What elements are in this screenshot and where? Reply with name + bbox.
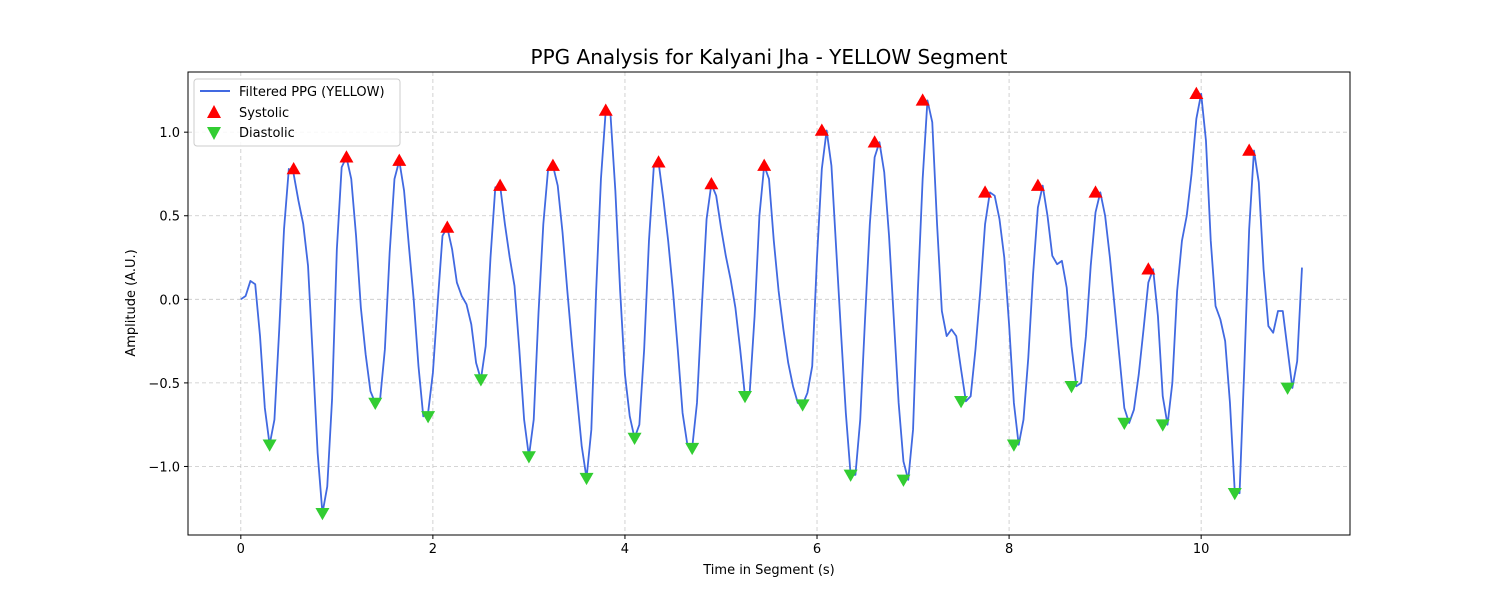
y-tick-label: 0.5 (159, 210, 180, 225)
legend: Filtered PPG (YELLOW) Systolic Diastolic (193, 78, 401, 147)
diastolic-marker (954, 396, 969, 409)
legend-systolic-marker (207, 105, 221, 118)
diastolic-marker (421, 411, 436, 424)
x-tick-label: 8 (1005, 542, 1013, 557)
systolic-marker (757, 158, 772, 171)
systolic-marker (814, 123, 829, 136)
x-tick-label: 0 (237, 542, 245, 557)
systolic-marker (1030, 178, 1045, 191)
legend-diastolic-marker (207, 127, 221, 140)
systolic-marker (392, 153, 407, 166)
x-tick-label: 6 (813, 542, 821, 557)
systolic-marker (286, 161, 301, 175)
y-axis-label: Amplitude (A.U.) (124, 249, 139, 356)
systolic-marker (867, 135, 882, 148)
y-tick-label: 0.0 (159, 293, 180, 308)
diastolic-marker (627, 432, 642, 446)
chart-title: PPG Analysis for Kalyani Jha - YELLOW Se… (531, 45, 1008, 69)
diastolic-marker (579, 472, 594, 486)
y-tick-label: −0.5 (148, 377, 180, 392)
axis-ticks: 0 2 4 6 8 10 −1.0 −0.5 0.0 0.5 1.0 (148, 126, 1209, 557)
diastolic-marker (737, 391, 752, 404)
systolic-marker (1088, 185, 1103, 198)
diastolic-marker (368, 397, 383, 410)
diastolic-marker (843, 469, 858, 482)
systolic-marker (339, 150, 354, 163)
diastolic-marker (1117, 417, 1132, 431)
diastolic-marker (685, 442, 700, 456)
diastolic-marker (795, 399, 810, 412)
x-tick-label: 2 (429, 542, 437, 557)
systolic-marker (915, 93, 930, 106)
diastolic-marker (521, 451, 536, 464)
systolic-marker (598, 103, 613, 116)
plot-frame (187, 71, 1351, 536)
systolic-marker (1242, 143, 1257, 156)
legend-box (193, 78, 401, 147)
systolic-marker (704, 176, 719, 190)
legend-label-diastolic: Diastolic (239, 126, 295, 141)
y-tick-label: −1.0 (148, 460, 180, 475)
x-axis-label: Time in Segment (s) (702, 563, 834, 578)
legend-label-filtered: Filtered PPG (YELLOW) (239, 85, 385, 100)
systolic-marker (440, 220, 455, 233)
systolic-marker (493, 178, 508, 191)
diastolic-marker (473, 374, 488, 387)
series-layer (240, 86, 1303, 521)
diastolic-marker (315, 508, 330, 521)
ppg-signal-line (240, 92, 1303, 515)
systolic-marker (1189, 86, 1204, 99)
diastolic-marker (1227, 487, 1242, 501)
grid (188, 72, 1350, 535)
y-tick-label: 1.0 (159, 126, 180, 141)
diastolic-marker (1155, 419, 1170, 432)
systolic-marker (545, 158, 560, 171)
x-tick-label: 4 (621, 542, 629, 557)
x-tick-label: 10 (1193, 542, 1210, 557)
diastolic-marker (896, 474, 911, 487)
systolic-marker (1141, 262, 1156, 275)
legend-label-systolic: Systolic (239, 106, 289, 121)
systolic-marker (978, 185, 993, 198)
systolic-marker (651, 155, 666, 168)
diastolic-marker (1006, 439, 1021, 452)
diastolic-marker (1064, 380, 1079, 394)
diastolic-marker (1280, 382, 1295, 395)
diastolic-marker (262, 439, 277, 452)
